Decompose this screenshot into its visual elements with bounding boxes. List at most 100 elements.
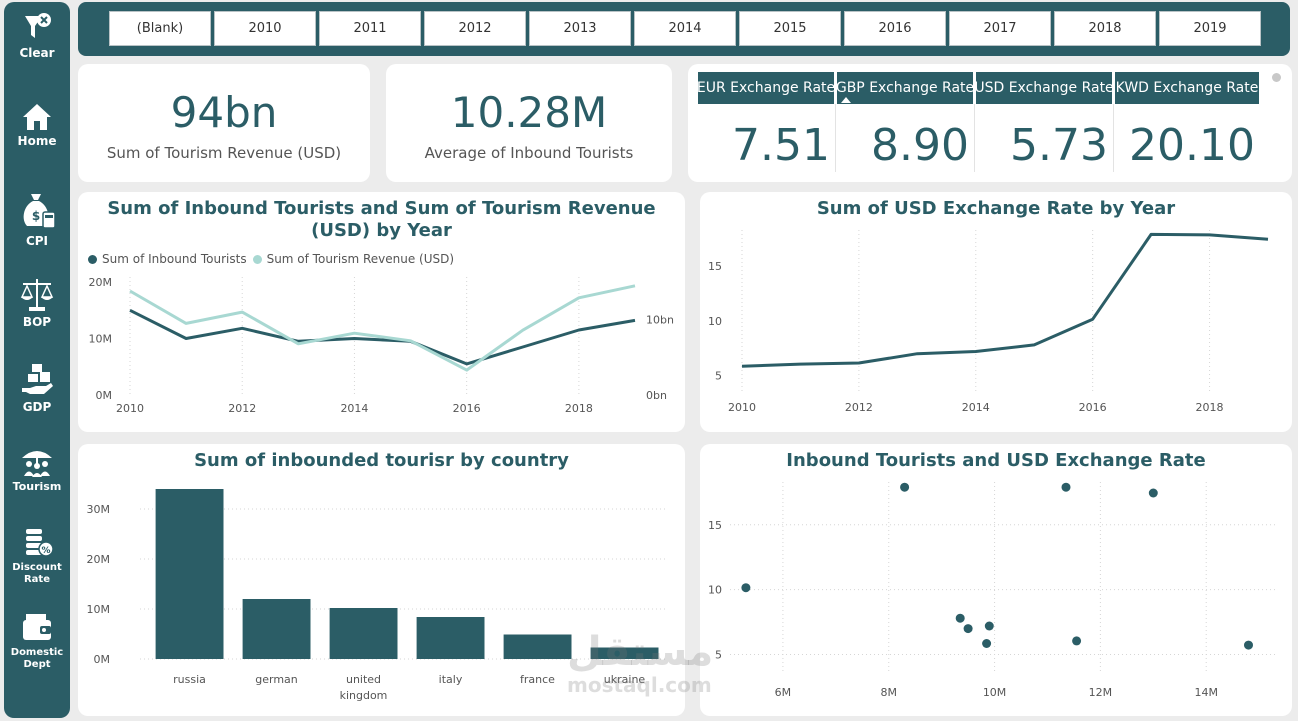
usd-rate-line-chart: 2010 2012 2014 2016 2018 5 10 15 [708,230,1269,414]
eur-value: 7.51 [732,120,830,171]
y-tick-label: 0M [96,389,113,402]
eur-header[interactable]: EUR Exchange Rate [697,72,835,104]
nav-tourism[interactable]: Tourism [4,446,70,493]
chart-title: Inbound Tourists and USD Exchange Rate [786,450,1206,471]
year-button-2010[interactable]: 2010 [214,11,316,46]
scrollbar-thumb[interactable] [1272,73,1281,82]
clear-label: Clear [19,46,55,60]
scatter-point-1 [741,583,751,593]
x-tick-label: 10M [983,686,1007,699]
usd-value: 5.73 [1010,120,1108,171]
year-button-blank[interactable]: (Blank) [109,11,211,46]
y-tick-label: 10 [708,315,722,328]
usd-rate-chart-card: Sum of USD Exchange Rate by Year 2010 201… [700,192,1292,432]
column-divider [835,104,836,172]
x-tick-label: kingdom [340,689,388,702]
year-button-2017[interactable]: 2017 [949,11,1051,46]
usd-header[interactable]: USD Exchange Rate [974,72,1114,104]
y-tick-label: 15 [708,260,722,273]
wallet-icon [23,614,51,640]
tourism-icon [22,451,52,477]
y2-tick-label: 10bn [646,314,674,327]
scatter-point-5 [982,639,992,648]
scatter-point-4 [963,624,973,634]
nav-discount-rate[interactable]: % Discount Rate [4,525,70,586]
column-divider [1113,104,1114,172]
gbp-header[interactable]: GBP Exchange Rate [835,72,975,104]
tourists-revenue-chart-card: Sum of Inbound Tourists and Sum of Touri… [78,192,685,432]
year-button-2012[interactable]: 2012 [424,11,526,46]
scatter-point-3 [955,613,965,623]
chart-title: Sum of USD Exchange Rate by Year [816,198,1176,219]
nav-bop[interactable]: BOP [4,275,70,329]
watermark-arabic: مستقل [567,629,714,675]
year-button-2013[interactable]: 2013 [529,11,631,46]
x-tick-label: 2012 [845,401,873,414]
year-button-2018[interactable]: 2018 [1054,11,1156,46]
nav-gdp[interactable]: GDP [4,362,70,414]
chart-title: Sum of inbounded tourisr by country [194,450,569,471]
x-tick-label: 6M [775,686,792,699]
x-tick-label: ukraine [604,673,646,686]
y-tick-label: 15 [708,519,722,532]
coin-stack-icon: % [26,529,54,557]
kwd-header[interactable]: KWD Exchange Rate [1115,72,1259,104]
kpi-label: Sum of Tourism Revenue (USD) [106,144,342,162]
watermark-latin: mostaql.com [567,673,712,697]
x-tick-label: 2016 [453,402,481,415]
kpi-label: Average of Inbound Tourists [424,144,634,162]
y-tick-label: 10M [89,333,113,346]
nav-home[interactable]: Home [4,102,70,148]
legend-label: Sum of Inbound Tourists [102,252,247,266]
domestic-dept-label: Domestic Dept [10,647,64,670]
nav-domestic-dept[interactable]: Domestic Dept [4,612,70,671]
exchange-rate-card: EUR Exchange Rate GBP Exchange Rate USD … [688,64,1292,182]
home-icon [23,104,51,130]
x-tick-label: 12M [1089,686,1113,699]
scatter-point-10 [1244,640,1253,650]
x-tick-label: 2018 [1196,401,1224,414]
bop-label: BOP [22,315,52,329]
gbp-value: 8.90 [871,120,969,171]
year-button-2015[interactable]: 2015 [739,11,841,46]
x-tick-label: 2016 [1079,401,1107,414]
y-tick-label: 10 [708,584,722,597]
chart-title: Sum of Inbound Tourists and Sum of Touri… [107,198,656,241]
x-tick-label: 2018 [565,402,593,415]
year-button-2014[interactable]: 2014 [634,11,736,46]
country-bar-chart-card: Sum of inbounded tourisr by country 0M 10… [78,444,685,716]
home-label: Home [17,134,57,148]
year-button-2016[interactable]: 2016 [844,11,946,46]
bar-italy [416,617,485,659]
x-tick-label: german [255,673,298,686]
x-tick-label: 8M [880,686,897,699]
year-button-2019[interactable]: 2019 [1159,11,1261,46]
x-tick-label: 2014 [340,402,368,415]
x-tick-label: 14M [1194,686,1218,699]
hand-money-icon [22,364,53,394]
y2-tick-label: 0bn [646,389,667,402]
series-line-1 [129,308,636,366]
nav-cpi[interactable]: $ CPI [4,190,70,248]
y-tick-label: 5 [715,649,722,662]
discount-rate-label: Discount Rate [12,562,62,585]
legend: Sum of Inbound Tourists Sum of Tourism R… [88,252,454,266]
x-tick-label: 2012 [228,402,256,415]
gbp-header-label: GBP Exchange Rate [835,80,975,96]
column-divider [974,104,975,172]
year-slicer: (Blank) 2010 2011 2012 2013 2014 2015 20… [78,2,1290,56]
balance-scale-icon [20,279,54,311]
bar-german [242,599,311,659]
watermark: مستقل mostaql.com [567,630,713,696]
kpi-card-tourists: 10.28M Average of Inbound Tourists [386,64,672,182]
kpi-value: 94bn [170,88,278,137]
scatter-chart-card: Inbound Tourists and USD Exchange Rate 6… [700,444,1292,716]
year-button-2011[interactable]: 2011 [319,11,421,46]
sort-ascending-icon [841,97,851,103]
legend-marker [252,254,262,264]
tourists-revenue-line-chart: 2010 2012 2014 2016 2018 0M 10M 20M 0bn 10bn [89,276,674,415]
scatter-point-7 [1061,482,1071,492]
bar-united-kingdom [329,608,398,659]
y-tick-label: 10M [87,603,111,616]
clear-filters-button[interactable]: Clear [4,12,70,60]
